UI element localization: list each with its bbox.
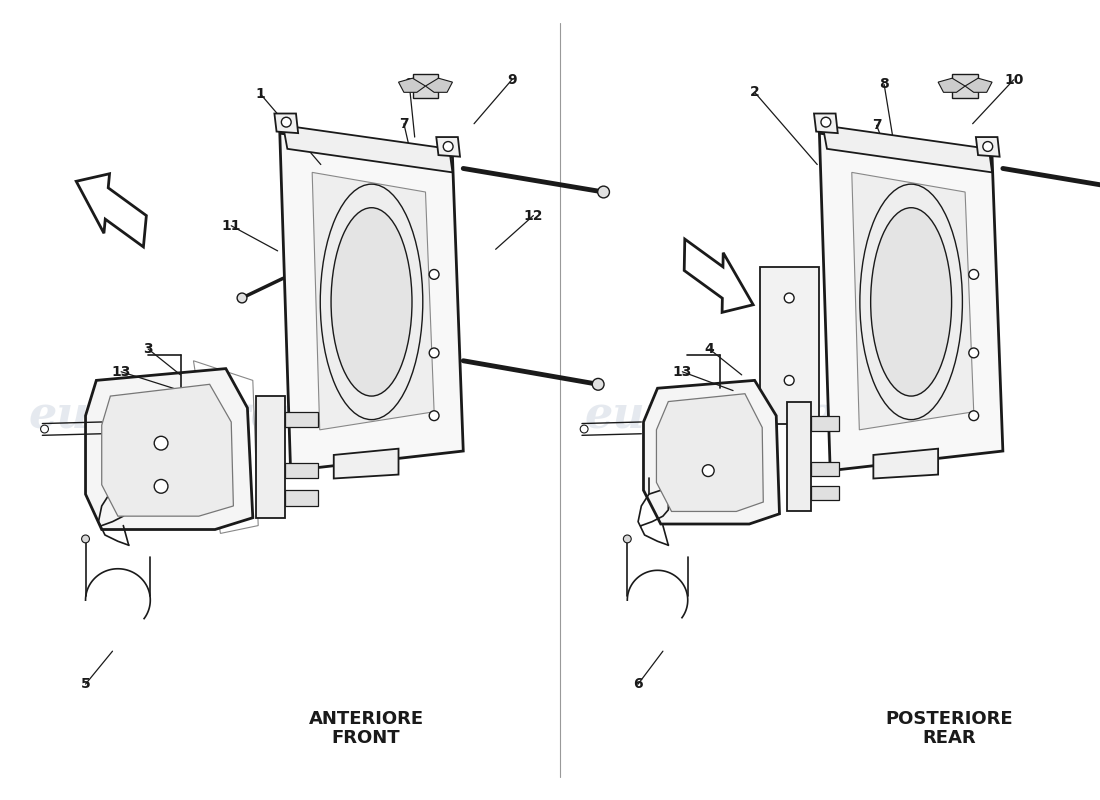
Circle shape: [969, 348, 979, 358]
Circle shape: [969, 410, 979, 421]
Circle shape: [624, 535, 631, 543]
Text: 12: 12: [524, 209, 543, 222]
Circle shape: [983, 142, 992, 151]
Text: 8: 8: [879, 78, 889, 91]
Polygon shape: [851, 172, 974, 430]
Text: 1: 1: [255, 87, 265, 101]
Polygon shape: [644, 380, 780, 524]
Circle shape: [592, 378, 604, 390]
Text: POSTERIORE: POSTERIORE: [886, 710, 1013, 728]
Text: 3: 3: [143, 342, 153, 356]
Polygon shape: [279, 133, 463, 470]
Polygon shape: [811, 486, 839, 500]
Polygon shape: [426, 78, 452, 92]
Circle shape: [429, 410, 439, 421]
Circle shape: [238, 293, 246, 303]
Polygon shape: [312, 172, 434, 430]
Polygon shape: [274, 114, 298, 133]
Polygon shape: [976, 137, 1000, 157]
Text: 7: 7: [872, 118, 881, 132]
Text: 7: 7: [399, 117, 409, 130]
Polygon shape: [398, 78, 426, 92]
Circle shape: [784, 293, 794, 303]
Polygon shape: [86, 369, 253, 530]
Text: 9: 9: [507, 73, 517, 86]
Text: 6: 6: [634, 677, 642, 691]
Circle shape: [784, 375, 794, 386]
Polygon shape: [965, 78, 992, 92]
Polygon shape: [333, 449, 398, 478]
Circle shape: [969, 270, 979, 279]
Circle shape: [154, 436, 168, 450]
Circle shape: [429, 270, 439, 279]
Polygon shape: [285, 490, 318, 506]
Text: ANTERIORE: ANTERIORE: [309, 710, 424, 728]
Text: 11: 11: [221, 218, 241, 233]
Polygon shape: [811, 462, 839, 476]
Polygon shape: [101, 384, 233, 516]
Polygon shape: [873, 449, 938, 478]
Circle shape: [597, 186, 609, 198]
Circle shape: [41, 425, 48, 433]
Text: eurospares: eurospares: [584, 394, 860, 437]
Ellipse shape: [871, 208, 952, 396]
Circle shape: [703, 465, 714, 477]
Polygon shape: [820, 133, 1003, 470]
Polygon shape: [412, 74, 439, 98]
Text: 5: 5: [80, 677, 90, 691]
Polygon shape: [76, 174, 146, 247]
Text: 13: 13: [111, 365, 131, 378]
Circle shape: [81, 535, 89, 543]
Text: 2: 2: [750, 86, 759, 99]
Text: 10: 10: [1004, 73, 1023, 86]
Circle shape: [282, 118, 292, 127]
Text: 4: 4: [704, 342, 714, 356]
Circle shape: [154, 479, 168, 494]
Text: FRONT: FRONT: [332, 729, 400, 746]
Text: 8: 8: [405, 78, 415, 91]
Ellipse shape: [331, 208, 412, 396]
Polygon shape: [938, 78, 965, 92]
Circle shape: [580, 425, 588, 433]
Polygon shape: [684, 239, 754, 312]
Polygon shape: [285, 412, 318, 427]
Polygon shape: [953, 74, 978, 98]
Polygon shape: [823, 126, 992, 172]
Circle shape: [821, 118, 830, 127]
Polygon shape: [285, 462, 318, 478]
Text: eurospares: eurospares: [29, 394, 305, 437]
Polygon shape: [283, 126, 452, 172]
Polygon shape: [657, 394, 763, 511]
Circle shape: [429, 348, 439, 358]
Polygon shape: [786, 402, 811, 511]
Polygon shape: [256, 396, 285, 518]
Text: 13: 13: [673, 365, 692, 378]
Text: REAR: REAR: [922, 729, 976, 746]
Polygon shape: [814, 114, 838, 133]
Polygon shape: [811, 417, 839, 430]
Circle shape: [443, 142, 453, 151]
Polygon shape: [437, 137, 460, 157]
Polygon shape: [760, 266, 820, 423]
